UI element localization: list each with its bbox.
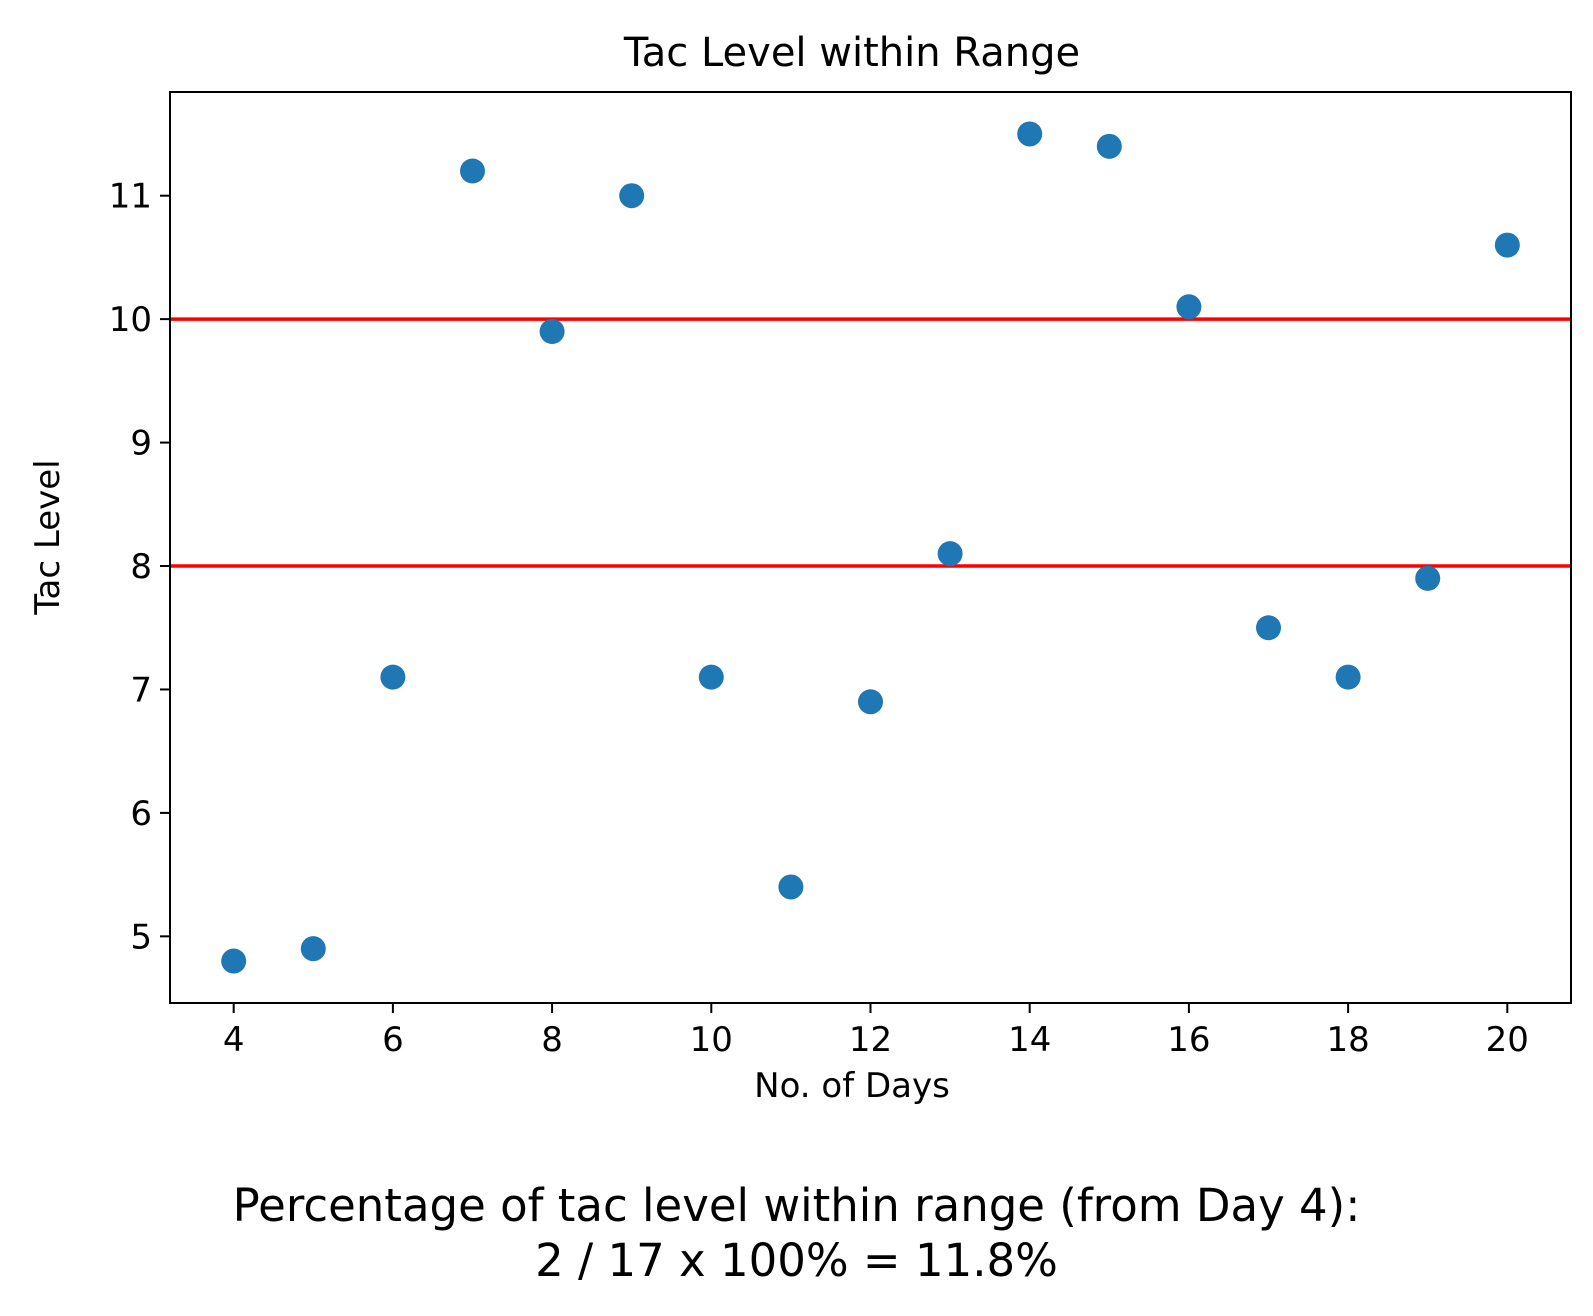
x-tick-label: 12 bbox=[849, 1020, 892, 1060]
x-tick-label: 14 bbox=[1008, 1020, 1051, 1060]
data-point-5 bbox=[539, 318, 565, 344]
data-point-1 bbox=[221, 948, 247, 974]
data-point-11 bbox=[1017, 121, 1043, 147]
x-tick-label: 6 bbox=[382, 1020, 404, 1060]
y-tick-label: 5 bbox=[130, 917, 152, 957]
data-point-2 bbox=[300, 936, 326, 962]
x-tick-label: 20 bbox=[1486, 1020, 1529, 1060]
x-tick-label: 16 bbox=[1167, 1020, 1210, 1060]
data-point-10 bbox=[937, 541, 963, 567]
data-point-3 bbox=[380, 664, 406, 690]
chart-title: Tac Level within Range bbox=[623, 30, 1080, 76]
y-axis-label: Tac Level bbox=[28, 459, 68, 615]
y-tick-label: 9 bbox=[130, 424, 152, 464]
caption-line-2: 2 / 17 x 100% = 11.8% bbox=[535, 1234, 1058, 1287]
data-point-9 bbox=[858, 689, 883, 715]
data-point-6 bbox=[619, 183, 645, 209]
y-tick-label: 7 bbox=[130, 670, 152, 710]
data-points bbox=[221, 121, 1520, 974]
caption-line-1: Percentage of tac level within range (fr… bbox=[232, 1179, 1361, 1232]
data-point-8 bbox=[778, 874, 804, 900]
data-point-14 bbox=[1256, 615, 1282, 641]
data-point-15 bbox=[1335, 664, 1361, 690]
x-axis-label: No. of Days bbox=[754, 1066, 950, 1106]
y-axis-ticks: 5 6 7 8 9 10 11 bbox=[109, 177, 170, 957]
x-tick-label: 18 bbox=[1326, 1020, 1369, 1060]
y-tick-label: 11 bbox=[109, 177, 152, 217]
data-point-4 bbox=[459, 158, 485, 184]
x-axis-ticks: 4 6 8 10 12 14 16 18 20 bbox=[223, 1003, 1529, 1060]
x-tick-label: 8 bbox=[541, 1020, 563, 1060]
y-tick-label: 10 bbox=[109, 300, 152, 340]
plot-frame bbox=[169, 91, 1572, 1004]
x-tick-label: 10 bbox=[690, 1020, 733, 1060]
reference-lines bbox=[170, 317, 1571, 568]
data-point-17 bbox=[1494, 232, 1520, 258]
data-point-16 bbox=[1415, 565, 1441, 591]
x-tick-label: 4 bbox=[223, 1020, 245, 1060]
data-point-12 bbox=[1096, 133, 1122, 159]
y-tick-label: 8 bbox=[130, 547, 152, 587]
y-tick-label: 6 bbox=[130, 794, 152, 834]
data-point-7 bbox=[698, 664, 724, 690]
data-point-13 bbox=[1176, 294, 1202, 320]
